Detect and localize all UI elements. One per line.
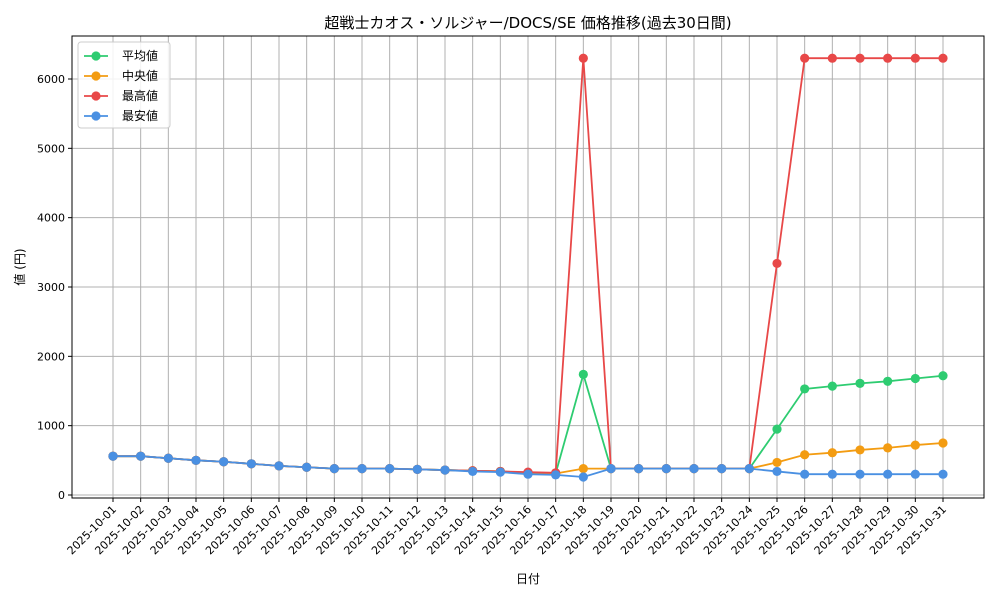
legend-swatch-marker: [91, 111, 101, 121]
chart-title: 超戦士カオス・ソルジャー/DOCS/SE 価格推移(過去30日間): [324, 14, 731, 32]
y-tick-label: 1000: [37, 420, 65, 433]
data-point: [468, 466, 478, 477]
legend-item: 平均値: [84, 48, 158, 63]
series-4: [108, 451, 948, 482]
y-tick-label: 3000: [37, 281, 65, 294]
data-point: [689, 464, 699, 474]
data-point: [883, 443, 893, 453]
legend-label: 最安値: [122, 108, 158, 123]
data-point: [883, 469, 893, 479]
data-point: [855, 445, 865, 455]
data-point: [910, 440, 920, 450]
data-point: [385, 464, 395, 474]
data-point: [910, 373, 920, 384]
data-point: [219, 457, 229, 467]
legend-box: [77, 41, 171, 129]
legend-swatch-marker: [91, 51, 101, 61]
legend-item: 最安値: [84, 108, 158, 123]
x-axis: 2025-10-012025-10-022025-10-032025-10-04…: [65, 498, 949, 557]
data-point: [855, 53, 865, 63]
legend-swatch-marker: [91, 91, 101, 101]
data-point: [772, 457, 782, 468]
data-point: [827, 53, 837, 63]
data-point: [357, 464, 367, 474]
data-point: [883, 376, 893, 386]
legend-label: 中央値: [122, 68, 158, 83]
data-point: [938, 469, 948, 479]
data-point: [910, 469, 920, 479]
data-point: [246, 459, 256, 469]
data-point: [302, 462, 312, 472]
data-point: [744, 464, 754, 474]
data-point: [136, 451, 146, 461]
data-point: [108, 451, 118, 461]
y-tick-label: 5000: [37, 142, 65, 155]
data-point: [800, 450, 810, 460]
grid: [72, 36, 984, 498]
data-point: [772, 258, 782, 269]
data-point: [191, 455, 201, 465]
legend-item: 中央値: [84, 68, 158, 83]
data-point: [412, 464, 422, 474]
data-point: [827, 381, 837, 391]
data-point: [883, 53, 893, 63]
data-point: [938, 438, 948, 448]
legend-label: 平均値: [122, 48, 158, 63]
data-point: [440, 465, 450, 475]
y-tick-label: 6000: [37, 73, 65, 86]
series-layer: [108, 53, 948, 482]
data-point: [578, 369, 588, 379]
data-point: [717, 464, 727, 474]
data-point: [800, 384, 810, 394]
data-point: [578, 472, 588, 482]
data-point: [329, 464, 339, 474]
x-axis-label: 日付: [516, 572, 540, 586]
data-point: [578, 53, 588, 63]
data-point: [938, 371, 948, 381]
y-tick-label: 0: [58, 489, 65, 502]
data-point: [274, 461, 284, 471]
data-point: [523, 469, 533, 479]
data-point: [800, 53, 810, 63]
data-point: [772, 424, 782, 434]
data-point: [855, 378, 865, 388]
data-point: [800, 469, 810, 479]
y-tick-label: 4000: [37, 212, 65, 225]
y-axis: 0 1000 2000 3000 4000 5000 6000: [37, 73, 72, 502]
data-point: [661, 464, 671, 474]
data-point: [827, 448, 837, 458]
data-point: [634, 464, 644, 474]
data-point: [855, 469, 865, 479]
legend-item: 最高値: [84, 88, 158, 103]
y-axis-label: 値 (円): [12, 248, 27, 285]
data-point: [578, 464, 588, 474]
data-point: [772, 466, 782, 477]
legend-label: 最高値: [122, 88, 158, 103]
data-point: [551, 470, 561, 480]
data-point: [938, 53, 948, 63]
data-point: [163, 453, 173, 463]
data-point: [827, 469, 837, 479]
y-tick-label: 2000: [37, 350, 65, 363]
legend-swatch-marker: [91, 71, 101, 81]
data-point: [910, 53, 920, 63]
data-point: [606, 464, 616, 474]
data-point: [495, 467, 505, 477]
